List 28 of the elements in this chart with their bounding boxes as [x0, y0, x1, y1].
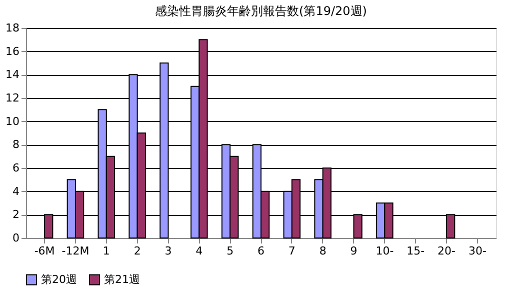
- legend-label: 第21週: [104, 272, 140, 286]
- x-tick-label: -6M: [34, 244, 55, 258]
- x-tick-label: 2: [134, 244, 141, 258]
- x-tick-label: 7: [288, 244, 296, 258]
- y-tick-label: 14: [6, 68, 20, 82]
- x-tick-label: 3: [164, 244, 172, 258]
- x-tick-label: 8: [319, 244, 326, 258]
- y-tick-label: 12: [6, 92, 20, 104]
- legend-label: 第20週: [41, 272, 77, 286]
- x-tick-label: 1: [102, 244, 110, 258]
- y-tick-label: 8: [12, 138, 20, 152]
- x-tick-label: 20-: [438, 244, 456, 258]
- y-tick-label: 6: [12, 162, 20, 174]
- x-tick-label: 30-: [468, 244, 486, 258]
- x-tick-label: 9: [350, 244, 358, 258]
- x-tick-label: 10-: [376, 244, 394, 258]
- y-tick-label: 16: [6, 44, 20, 58]
- x-tick-label: 15-: [406, 244, 425, 258]
- x-tick-label: 5: [226, 244, 234, 258]
- x-tick-label: -12M: [62, 244, 90, 258]
- chart-title: 感染性胃腸炎年齢別報告数(第19/20週): [155, 4, 367, 18]
- y-tick-label: 4: [12, 184, 20, 198]
- x-tick-label: 4: [196, 244, 203, 258]
- y-tick-label: 10: [6, 114, 20, 128]
- y-tick-label: 18: [6, 22, 20, 34]
- y-tick-label: 0: [12, 232, 20, 244]
- y-tick-label: 2: [12, 208, 20, 222]
- x-tick-label: 6: [258, 244, 264, 258]
